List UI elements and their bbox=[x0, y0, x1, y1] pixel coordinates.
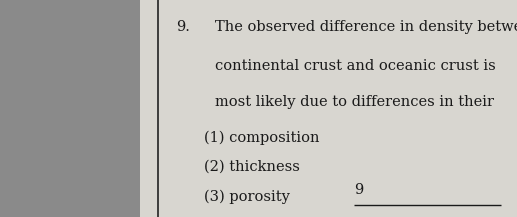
Text: (3) porosity: (3) porosity bbox=[204, 190, 290, 204]
Text: 9.: 9. bbox=[176, 20, 190, 34]
Text: 9: 9 bbox=[354, 183, 363, 197]
Text: The observed difference in density between: The observed difference in density betwe… bbox=[215, 20, 517, 34]
Text: (2) thickness: (2) thickness bbox=[204, 160, 300, 174]
Text: (1) composition: (1) composition bbox=[204, 130, 320, 145]
Text: most likely due to differences in their: most likely due to differences in their bbox=[215, 95, 494, 110]
Text: continental crust and oceanic crust is: continental crust and oceanic crust is bbox=[215, 59, 495, 73]
